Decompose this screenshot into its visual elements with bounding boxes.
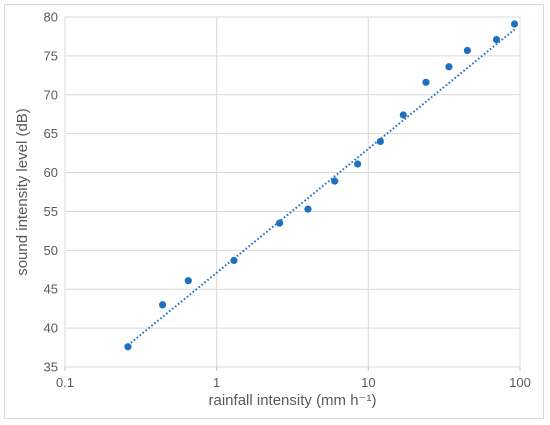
y-tick-label: 55 — [44, 204, 58, 219]
trendline-layer — [127, 28, 516, 346]
y-tick-label: 65 — [44, 126, 58, 141]
data-point — [510, 20, 519, 28]
trendline — [127, 28, 516, 346]
y-tick-label: 75 — [44, 48, 58, 63]
y-tick-label: 70 — [44, 87, 58, 102]
y-tick-label: 35 — [44, 360, 58, 375]
y-tick-label: 80 — [44, 10, 58, 25]
data-point — [331, 177, 339, 185]
data-point — [230, 256, 238, 265]
data-point — [158, 301, 167, 309]
data-point — [354, 160, 362, 168]
y-tick-label: 40 — [44, 321, 58, 336]
y-tick-label: 50 — [44, 243, 58, 258]
data-point — [304, 205, 312, 213]
x-tick-label: 0.1 — [56, 375, 74, 390]
data-point — [184, 277, 192, 285]
x-axis-title: rainfall intensity (mm h⁻¹) — [209, 392, 377, 409]
data-point — [445, 63, 453, 71]
data-point — [399, 111, 407, 119]
data-point — [422, 78, 430, 86]
chart-area: 35 40 45 50 55 60 65 70 75 80 0.1 1 10 100 rainfall i… — [4, 4, 544, 419]
data-point — [124, 343, 132, 351]
gridlines — [64, 16, 521, 371]
x-tick-label: 100 — [509, 375, 531, 390]
y-tick-label: 45 — [44, 282, 58, 297]
x-tick-label: 10 — [361, 375, 375, 390]
scatter-chart: 35 40 45 50 55 60 65 70 75 80 0.1 1 10 100 rainfall i… — [14, 10, 531, 410]
y-axis-title: sound intensity level (dB) — [14, 108, 31, 276]
tick-labels: 35 40 45 50 55 60 65 70 75 80 0.1 1 10 100 — [44, 10, 531, 391]
y-tick-label: 60 — [44, 165, 58, 180]
data-points — [124, 20, 519, 351]
data-point — [376, 137, 384, 146]
data-point — [492, 35, 501, 44]
data-point — [463, 46, 472, 55]
x-tick-label: 1 — [213, 375, 220, 390]
data-point — [276, 219, 284, 227]
